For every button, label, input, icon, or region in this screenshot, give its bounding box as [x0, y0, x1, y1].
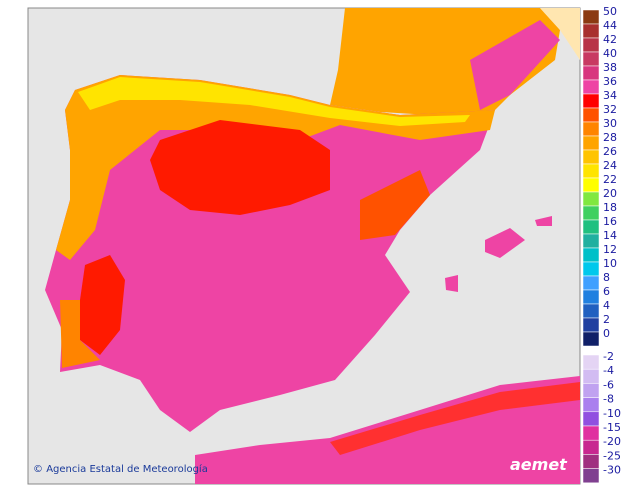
legend-label: 24 [603, 159, 617, 172]
credit-text: Agencia Estatal de Meteorología [46, 463, 208, 475]
legend-label: 12 [603, 243, 617, 256]
legend-label: 32 [603, 103, 617, 116]
legend-label: 30 [603, 117, 617, 130]
legend-swatch [582, 247, 600, 263]
legend-swatch [582, 121, 600, 137]
legend-label: -4 [603, 364, 614, 377]
legend-label: -6 [603, 378, 614, 391]
legend-swatch [582, 23, 600, 39]
legend-swatch [582, 65, 600, 81]
legend-label: -8 [603, 393, 614, 406]
legend-swatch [582, 354, 600, 370]
legend-swatch [582, 233, 600, 249]
legend-swatch [582, 107, 600, 123]
legend-swatch [582, 37, 600, 53]
legend-swatch [582, 317, 600, 333]
legend-label: 0 [603, 327, 610, 340]
logo: aemet [510, 455, 568, 474]
legend-swatch [582, 383, 600, 398]
legend-swatch [582, 397, 600, 413]
legend-swatch [582, 468, 600, 484]
east-warm [360, 170, 430, 240]
legend-swatch [582, 331, 600, 347]
ibiza [445, 275, 458, 292]
legend-swatch [582, 191, 600, 207]
copyright-symbol: © [33, 464, 46, 475]
legend-label: 36 [603, 75, 617, 88]
legend-swatch [582, 149, 600, 165]
legend-swatch [582, 425, 600, 441]
legend-swatch [582, 177, 600, 193]
legend-swatch [582, 9, 600, 25]
legend: 5044424038363432302826242220181614121086… [582, 5, 621, 484]
legend-label: 6 [603, 285, 610, 298]
legend-swatch [582, 79, 600, 95]
legend-label: 14 [603, 229, 617, 242]
legend-label: -30 [603, 464, 621, 477]
legend-label: 8 [603, 271, 610, 284]
legend-label: 50 [603, 5, 617, 18]
legend-label: 18 [603, 201, 617, 214]
legend-label: 20 [603, 187, 617, 200]
legend-label: -15 [603, 421, 621, 434]
legend-swatch [582, 205, 600, 221]
legend-swatch [582, 163, 600, 179]
portugal-coast [60, 300, 100, 368]
legend-label: 26 [603, 145, 617, 158]
france-south [470, 20, 560, 110]
legend-swatch [582, 275, 600, 291]
legend-swatch [582, 51, 600, 67]
legend-label: -20 [603, 435, 621, 448]
legend-swatch [582, 289, 600, 305]
portugal-hot [80, 255, 125, 355]
legend-swatch [582, 454, 600, 469]
legend-label: -10 [603, 407, 621, 420]
africa-coast [330, 382, 580, 455]
legend-label: 42 [603, 33, 617, 46]
legend-label: 2 [603, 313, 610, 326]
central-hot [150, 120, 330, 215]
legend-swatch [582, 439, 600, 455]
legend-swatch [582, 411, 600, 427]
legend-label: 40 [603, 47, 617, 60]
map-land [45, 8, 580, 484]
legend-swatch [582, 261, 600, 277]
mallorca [485, 228, 525, 258]
legend-label: 44 [603, 19, 617, 32]
legend-label: 28 [603, 131, 617, 144]
credit: © Agencia Estatal de Meteorología [33, 463, 208, 475]
legend-swatch [582, 303, 600, 319]
legend-label: 38 [603, 61, 617, 74]
france-east [540, 8, 580, 60]
legend-label: 16 [603, 215, 617, 228]
legend-swatch [582, 368, 600, 384]
legend-label: 34 [603, 89, 617, 102]
menorca [535, 216, 552, 226]
legend-label: 10 [603, 257, 617, 270]
legend-swatch [582, 135, 600, 151]
legend-label: -2 [603, 350, 614, 363]
legend-swatch [582, 93, 600, 109]
legend-swatch [582, 219, 600, 235]
north-coast [78, 77, 470, 126]
legend-label: 4 [603, 299, 610, 312]
legend-label: 22 [603, 173, 617, 186]
legend-label: -25 [603, 449, 621, 462]
